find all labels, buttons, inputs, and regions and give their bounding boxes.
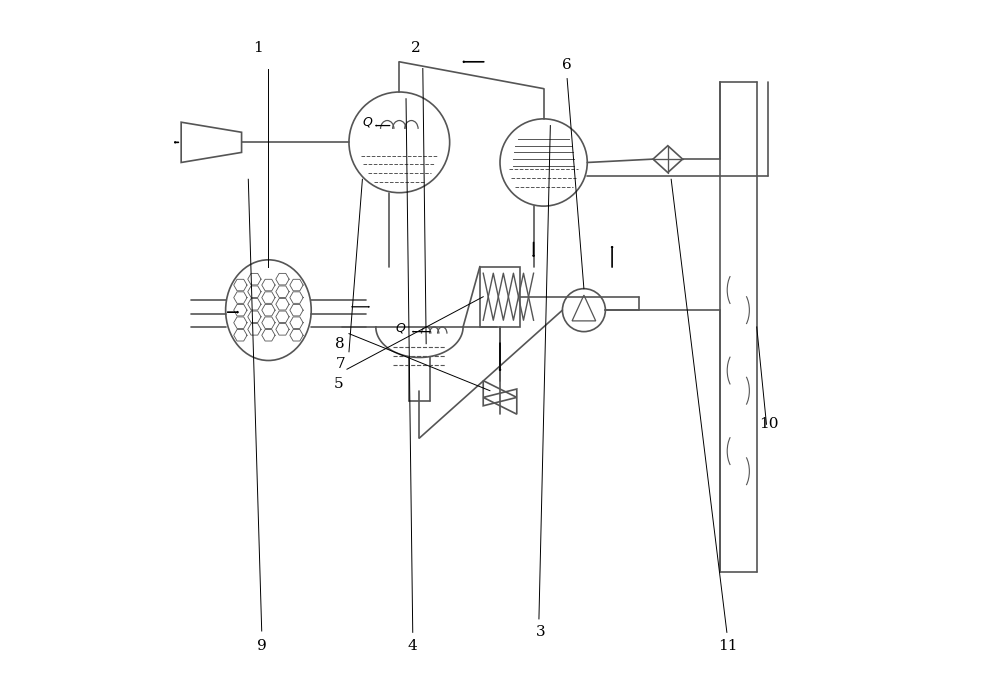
Text: Q: Q — [362, 115, 372, 129]
Text: 5: 5 — [334, 377, 344, 391]
Text: 2: 2 — [411, 41, 421, 55]
Text: 11: 11 — [718, 639, 738, 652]
Text: 6: 6 — [562, 58, 572, 72]
Text: 3: 3 — [535, 625, 545, 640]
Bar — [480, 266, 520, 327]
Text: 4: 4 — [408, 639, 418, 652]
Text: 7: 7 — [335, 357, 345, 371]
Text: 8: 8 — [335, 337, 345, 350]
Text: Q: Q — [396, 321, 406, 334]
Text: 10: 10 — [759, 417, 778, 431]
Text: 1: 1 — [253, 41, 263, 55]
Text: 9: 9 — [257, 639, 267, 652]
